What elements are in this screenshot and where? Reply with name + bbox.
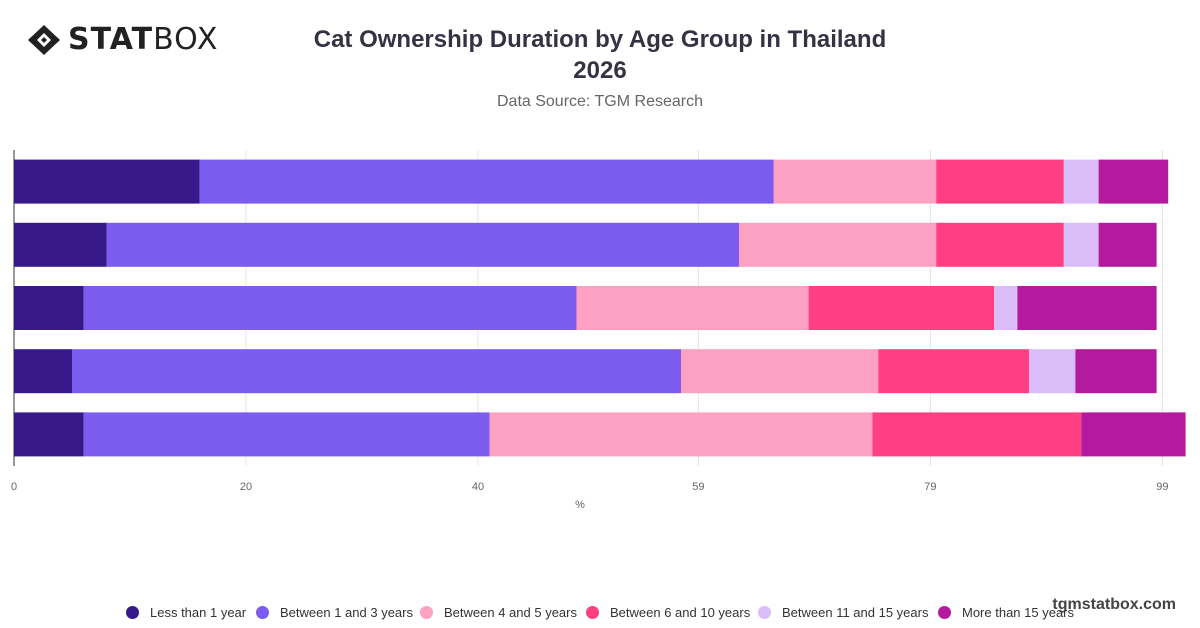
logo-wordmark: STATBOX <box>68 22 219 57</box>
legend-label: Between 6 and 10 years <box>610 604 751 620</box>
bar-segment <box>576 286 809 330</box>
bar-segment <box>1075 349 1157 394</box>
bar-segment <box>1098 159 1169 204</box>
legend-label: More than 15 years <box>962 604 1075 620</box>
bar-segment <box>106 222 740 267</box>
watermark: tgmstatbox.com <box>1052 596 1176 613</box>
bar-segment <box>1063 159 1099 204</box>
legend-swatch <box>126 605 139 619</box>
legend-item[interactable]: Between 1 and 3 years <box>256 602 413 622</box>
bar-segment <box>994 286 1018 330</box>
bar-segment <box>1029 349 1076 394</box>
legend-label: Between 1 and 3 years <box>280 604 413 620</box>
statbox-diamond-icon <box>28 25 60 55</box>
bar-segment <box>1081 412 1186 457</box>
bar-segment <box>1017 286 1157 330</box>
bar-segment <box>199 159 774 204</box>
legend-label: Less than 1 year <box>150 604 247 620</box>
bar-segment <box>808 286 995 330</box>
chart-title: Cat Ownership Duration by Age Group in T… <box>300 24 900 86</box>
bar-segment <box>14 159 200 204</box>
legend-item[interactable]: Less than 1 year <box>126 602 246 622</box>
legend-swatch <box>420 605 433 619</box>
legend-swatch <box>256 605 269 619</box>
chart-title-line2: 2026 <box>573 57 627 84</box>
legend-item[interactable]: Between 6 and 10 years <box>586 602 750 622</box>
bar-segment <box>14 349 72 394</box>
bar-segment <box>681 349 879 394</box>
bar-segment <box>936 222 1064 267</box>
x-tick-label: 79 <box>924 481 936 493</box>
bar-segment <box>14 412 84 457</box>
chart-legend: Less than 1 year Between 1 and 3 years Bet… <box>0 602 1200 622</box>
legend-swatch <box>586 605 599 619</box>
legend-label: Between 11 and 15 years <box>782 604 929 620</box>
legend-swatch <box>758 605 771 619</box>
x-tick-label: 99 <box>1156 481 1168 493</box>
x-tick-label: 0 <box>11 481 17 493</box>
x-tick-label: 40 <box>472 481 484 493</box>
bar-segment <box>83 412 490 457</box>
bar-segment <box>878 349 1029 394</box>
chart-subtitle: Data Source: TGM Research <box>496 93 703 110</box>
chart-title-line1: Cat Ownership Duration by Age Group in T… <box>313 26 887 53</box>
x-tick-label: 59 <box>692 481 704 493</box>
legend-item[interactable]: Between 4 and 5 years <box>420 602 577 622</box>
bar-segment <box>83 286 577 330</box>
bar-segment <box>72 349 681 394</box>
x-tick-label: 20 <box>240 481 252 493</box>
bar-segment <box>936 159 1064 204</box>
bar-segment <box>739 222 937 267</box>
bar-segment <box>489 412 873 457</box>
legend-item[interactable]: More than 15 years <box>938 602 1074 622</box>
legend-swatch <box>938 605 951 619</box>
bar-segment <box>14 222 107 267</box>
statbox-logo: STATBOX <box>26 22 218 58</box>
legend-item[interactable]: Between 11 and 15 years <box>758 602 928 622</box>
legend-label: Between 4 and 5 years <box>444 604 577 620</box>
x-axis-label: % <box>575 499 585 511</box>
bar-segment <box>872 412 1082 457</box>
bar-segment <box>1098 222 1157 267</box>
bar-segment <box>14 286 84 330</box>
bar-segment <box>1063 222 1099 267</box>
bar-segment <box>773 159 937 204</box>
